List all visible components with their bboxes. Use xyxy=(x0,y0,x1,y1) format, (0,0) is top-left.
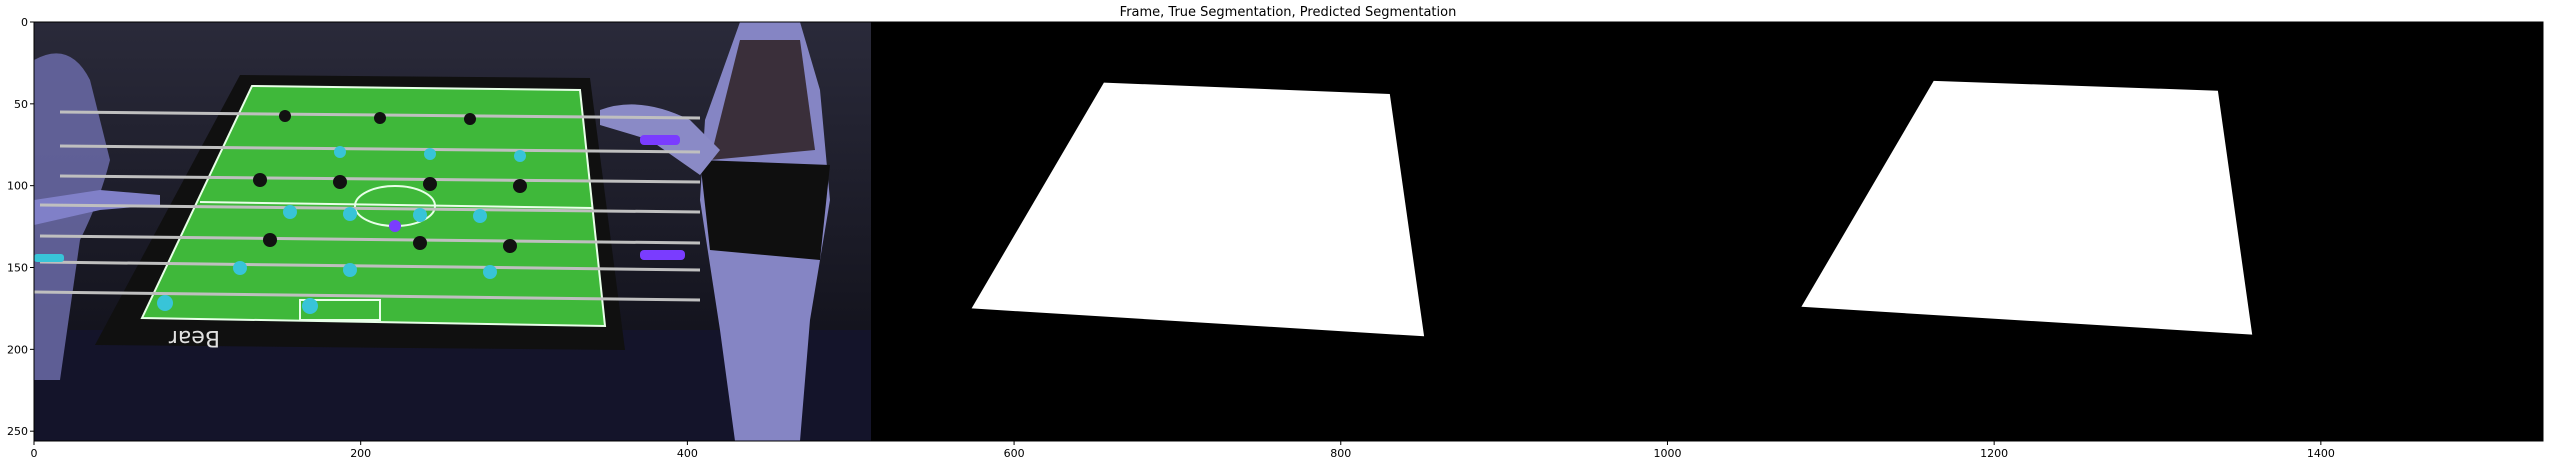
x-tick-label: 200 xyxy=(350,447,371,460)
y-tick-label: 250 xyxy=(7,425,28,438)
x-axis-ticks: 0 200 400 600 800 1000 1200 1400 xyxy=(31,441,2335,460)
x-tick-label: 600 xyxy=(1004,447,1025,460)
y-tick-label: 200 xyxy=(7,343,28,356)
y-axis-ticks: 0 50 100 150 200 250 xyxy=(7,16,34,438)
left-person xyxy=(34,53,110,380)
figure-title: Frame, True Segmentation, Predicted Segm… xyxy=(1120,5,1457,20)
x-tick-label: 1000 xyxy=(1653,447,1681,460)
y-tick-label: 100 xyxy=(7,180,28,193)
ball xyxy=(389,220,401,232)
y-tick-label: 150 xyxy=(7,262,28,275)
x-tick-label: 800 xyxy=(1330,447,1351,460)
svg-text:Bear: Bear xyxy=(168,325,220,350)
axes-frame xyxy=(33,21,2544,442)
players-cyan xyxy=(157,146,526,314)
x-tick-label: 1200 xyxy=(1980,447,2008,460)
true-segmentation-mask xyxy=(971,82,1425,337)
x-tick-label: 400 xyxy=(677,447,698,460)
x-tick-label: 0 xyxy=(31,447,38,460)
predicted-segmentation-mask xyxy=(1801,80,2253,335)
x-tick-label: 1400 xyxy=(2307,447,2335,460)
foosball-rods xyxy=(34,110,701,302)
players-black xyxy=(253,110,527,253)
frame-panel: Bear xyxy=(34,22,871,441)
y-tick-label: 50 xyxy=(14,98,28,111)
y-tick-label: 0 xyxy=(21,16,28,29)
